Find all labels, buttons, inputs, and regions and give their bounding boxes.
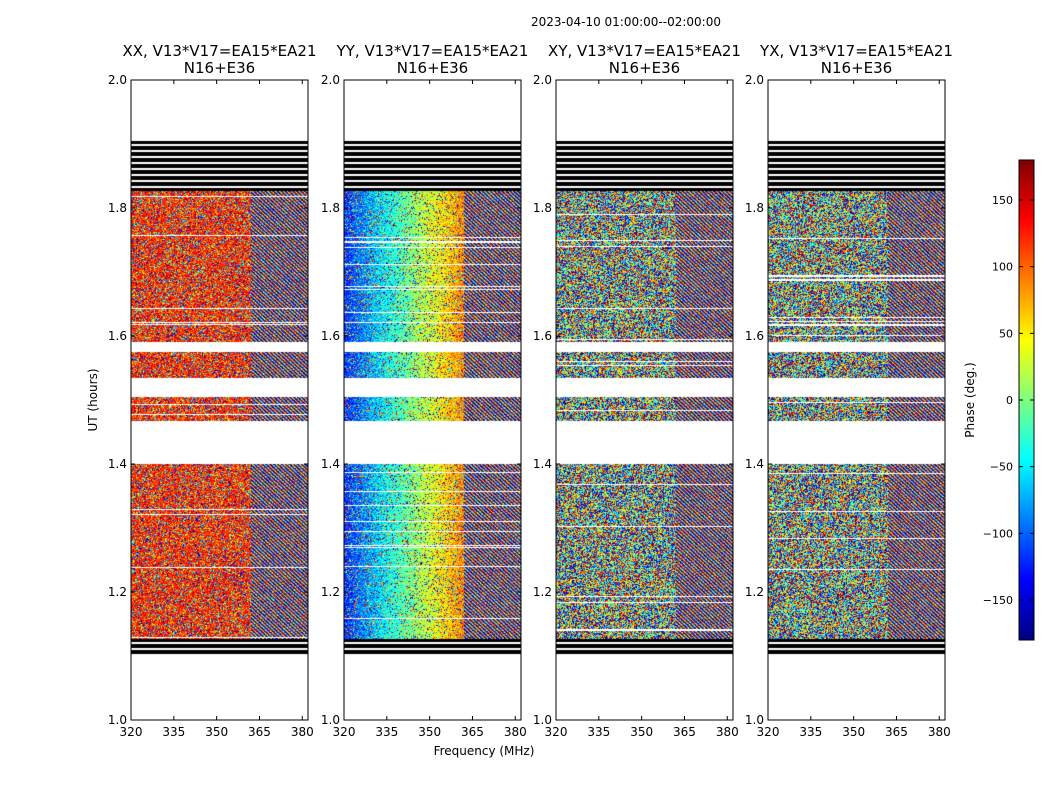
panel-subtitle-xy: N16+E36 [609,59,680,77]
x-tick-label: 320 [545,725,568,739]
panel-title-xx: XX, V13*V17=EA15*EA21 [122,42,316,60]
x-tick-label: 320 [120,725,143,739]
x-axis-label: Frequency (MHz) [434,744,535,758]
y-tick-label: 2.0 [321,73,340,87]
y-tick-label: 1.8 [745,201,764,215]
y-tick-label: 1.2 [745,585,764,599]
colorbar-tick-label: 150 [992,194,1013,207]
panel-subtitle-yx: N16+E36 [821,59,892,77]
y-tick-label: 1.0 [745,713,764,727]
colorbar-tick-label: −150 [983,594,1013,607]
panel-subtitle-yy: N16+E36 [397,59,468,77]
y-tick-label: 1.2 [321,585,340,599]
panel-frame-xx [130,79,309,721]
y-tick-label: 1.4 [533,457,552,471]
x-tick-label: 380 [504,725,527,739]
colorbar-tick-label: 50 [999,327,1013,340]
x-tick-label: 365 [673,725,696,739]
x-tick-label: 350 [630,725,653,739]
x-tick-label: 335 [375,725,398,739]
phase-heatmap-xx [131,80,308,720]
y-tick-label: 1.4 [321,457,340,471]
colorbar-tick-label: 0 [1006,394,1013,407]
panel-title-yy: YY, V13*V17=EA15*EA21 [336,42,529,60]
panel-title-xy: XY, V13*V17=EA15*EA21 [548,42,741,60]
y-tick-label: 1.4 [745,457,764,471]
x-tick-label: 365 [885,725,908,739]
x-tick-label: 320 [333,725,356,739]
colorbar-tick-label: 100 [992,261,1013,274]
x-tick-label: 380 [716,725,739,739]
x-tick-label: 335 [587,725,610,739]
y-tick-label: 2.0 [745,73,764,87]
colorbar-tick-label: −100 [983,527,1013,540]
y-tick-label: 2.0 [533,73,552,87]
y-tick-label: 1.6 [745,329,764,343]
y-tick-label: 1.8 [108,201,127,215]
panel-subtitle-xx: N16+E36 [184,59,255,77]
figure-suptitle: 2023-04-10 01:00:00--02:00:00 [531,15,721,29]
x-tick-label: 350 [205,725,228,739]
x-tick-label: 350 [418,725,441,739]
panel-frame-yx [767,79,946,721]
colorbar-tick-label: −50 [990,461,1013,474]
phase-heatmap-yx [768,80,945,720]
x-tick-label: 380 [291,725,314,739]
colorbar-label: Phase (deg.) [963,362,977,437]
y-tick-label: 1.6 [533,329,552,343]
y-tick-label: 1.2 [533,585,552,599]
x-tick-label: 365 [248,725,271,739]
phase-heatmap-yy [344,80,521,720]
y-tick-label: 2.0 [108,73,127,87]
y-tick-label: 1.8 [321,201,340,215]
panel-frame-yy [343,79,522,721]
y-tick-label: 1.8 [533,201,552,215]
phase-heatmap-xy [556,80,733,720]
y-tick-label: 1.2 [108,585,127,599]
y-tick-label: 1.0 [533,713,552,727]
y-tick-label: 1.6 [108,329,127,343]
y-tick-label: 1.6 [321,329,340,343]
x-tick-label: 335 [799,725,822,739]
colorbar: −150 −100 −50 0 50 100 150 Phase (deg.) [963,159,1035,641]
x-tick-label: 380 [928,725,951,739]
y-tick-label: 1.0 [321,713,340,727]
x-tick-label: 335 [162,725,185,739]
y-tick-label: 1.0 [108,713,127,727]
x-tick-label: 365 [461,725,484,739]
y-axis-label: UT (hours) [86,368,100,431]
panel-title-yx: YX, V13*V17=EA15*EA21 [759,42,953,60]
panel-frame-xy [555,79,734,721]
x-tick-label: 350 [842,725,865,739]
y-tick-label: 1.4 [108,457,127,471]
x-tick-label: 320 [757,725,780,739]
